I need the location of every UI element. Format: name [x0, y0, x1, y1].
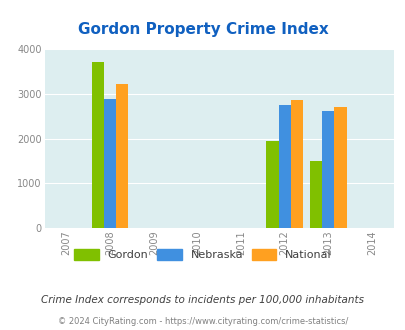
Bar: [266, 141, 278, 228]
Bar: [290, 100, 302, 228]
Text: Gordon Property Crime Index: Gordon Property Crime Index: [77, 22, 328, 37]
Bar: [92, 62, 104, 228]
Bar: [309, 161, 322, 228]
Bar: [104, 99, 116, 228]
Bar: [334, 107, 346, 228]
Bar: [278, 105, 290, 228]
Legend: Gordon, Nebraska, National: Gordon, Nebraska, National: [74, 249, 331, 260]
Text: © 2024 CityRating.com - https://www.cityrating.com/crime-statistics/: © 2024 CityRating.com - https://www.city…: [58, 317, 347, 326]
Text: Crime Index corresponds to incidents per 100,000 inhabitants: Crime Index corresponds to incidents per…: [41, 295, 364, 305]
Bar: [322, 111, 334, 228]
Bar: [116, 84, 128, 228]
